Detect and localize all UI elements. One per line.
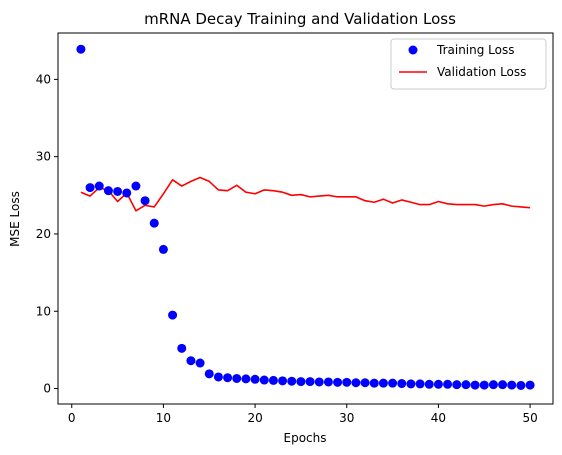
- legend-training-marker: [408, 45, 418, 55]
- training-loss-point: [461, 380, 471, 390]
- training-loss-point: [278, 376, 288, 386]
- training-loss-point: [204, 369, 214, 379]
- legend-box: [390, 38, 547, 90]
- training-loss-point: [351, 378, 361, 388]
- training-loss-point: [158, 244, 168, 254]
- training-loss-point: [232, 373, 242, 383]
- training-loss-point: [415, 379, 425, 389]
- training-loss-point: [186, 356, 196, 366]
- y-axis-label: MSE Loss: [8, 191, 22, 247]
- legend-validation-label: Validation Loss: [437, 65, 526, 79]
- x-axis: 0 10 20 30 40 50: [68, 404, 538, 425]
- legend-training-label: Training Loss: [436, 43, 514, 57]
- training-loss-point: [314, 377, 324, 387]
- training-loss-point: [424, 379, 434, 389]
- training-loss-point: [323, 377, 333, 387]
- training-loss-point: [223, 373, 233, 383]
- y-tick-label: 40: [36, 72, 51, 86]
- training-loss-point: [433, 379, 443, 389]
- training-loss-point: [507, 380, 517, 390]
- training-loss-point: [149, 218, 159, 228]
- y-tick-label: 0: [43, 382, 51, 396]
- training-loss-point: [333, 377, 343, 387]
- training-loss-point: [195, 358, 205, 368]
- training-loss-point: [406, 379, 416, 389]
- validation-loss-line: [80, 176, 531, 212]
- training-loss-point: [250, 374, 260, 384]
- training-loss-point: [76, 44, 86, 54]
- legend: Training Loss Validation Loss: [390, 38, 547, 90]
- training-loss-point: [378, 378, 388, 388]
- training-loss-point: [140, 196, 150, 206]
- training-loss-series: [76, 44, 535, 390]
- training-loss-point: [113, 186, 123, 196]
- training-loss-point: [388, 378, 398, 388]
- training-loss-point: [452, 380, 462, 390]
- training-loss-point: [443, 379, 453, 389]
- x-tick-label: 10: [156, 411, 171, 425]
- training-loss-point: [131, 181, 141, 191]
- training-loss-point: [488, 380, 498, 390]
- training-loss-point: [305, 377, 315, 387]
- y-tick-label: 10: [36, 304, 51, 318]
- training-loss-point: [268, 375, 278, 385]
- training-loss-point: [342, 377, 352, 387]
- training-loss-point: [397, 379, 407, 389]
- x-tick-label: 20: [247, 411, 262, 425]
- training-loss-point: [360, 378, 370, 388]
- x-tick-label: 0: [68, 411, 76, 425]
- training-loss-point: [213, 372, 223, 382]
- training-loss-point: [525, 380, 535, 390]
- training-loss-point: [259, 375, 269, 385]
- chart-title: mRNA Decay Training and Validation Loss: [144, 10, 456, 28]
- training-loss-point: [287, 376, 297, 386]
- x-tick-label: 40: [431, 411, 446, 425]
- y-tick-label: 20: [36, 227, 51, 241]
- training-loss-point: [122, 188, 132, 198]
- y-axis: 0 10 20 30 40: [36, 72, 58, 396]
- training-loss-point: [168, 310, 178, 320]
- training-loss-point: [241, 374, 251, 384]
- training-loss-point: [296, 377, 306, 387]
- x-axis-label: Epochs: [284, 431, 327, 445]
- x-tick-label: 50: [522, 411, 537, 425]
- training-loss-point: [479, 380, 489, 390]
- training-loss-point: [85, 183, 95, 193]
- training-loss-point: [177, 343, 187, 353]
- y-tick-label: 30: [36, 150, 51, 164]
- x-tick-label: 30: [339, 411, 354, 425]
- training-loss-point: [369, 378, 379, 388]
- training-loss-point: [498, 380, 508, 390]
- training-loss-point: [103, 186, 113, 196]
- plot-frame: [57, 32, 554, 405]
- training-loss-point: [94, 181, 104, 191]
- validation-loss-series: [80, 176, 531, 212]
- training-loss-point: [516, 380, 526, 390]
- training-loss-point: [470, 380, 480, 390]
